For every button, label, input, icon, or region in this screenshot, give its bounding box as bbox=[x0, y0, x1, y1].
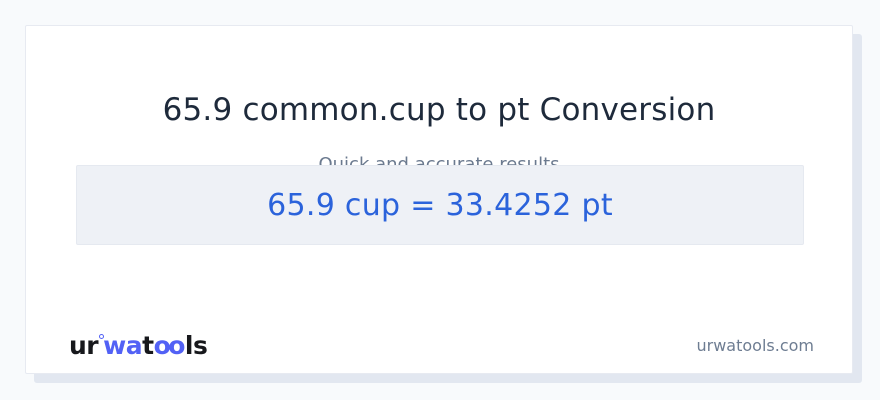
conversion-result: 65.9 cup = 33.4252 pt bbox=[267, 187, 613, 223]
logo-text-ls: ls bbox=[184, 330, 208, 360]
logo-text-ur: ur bbox=[69, 330, 99, 360]
conversion-card: 65.9 common.cup to pt Conversion Quick a… bbox=[25, 25, 853, 374]
result-box: 65.9 cup = 33.4252 pt bbox=[76, 165, 804, 245]
logo-ring-icon bbox=[99, 333, 105, 339]
site-url[interactable]: urwatools.com bbox=[696, 335, 815, 355]
logo-text-t: t bbox=[142, 330, 154, 360]
page-title: 65.9 common.cup to pt Conversion bbox=[162, 92, 716, 128]
card-footer: ur watools urwatools.com bbox=[69, 330, 815, 360]
brand-logo[interactable]: ur watools bbox=[69, 330, 208, 360]
logo-text-wa: wa bbox=[103, 330, 143, 360]
logo-glasses-icon: oo bbox=[153, 330, 186, 360]
